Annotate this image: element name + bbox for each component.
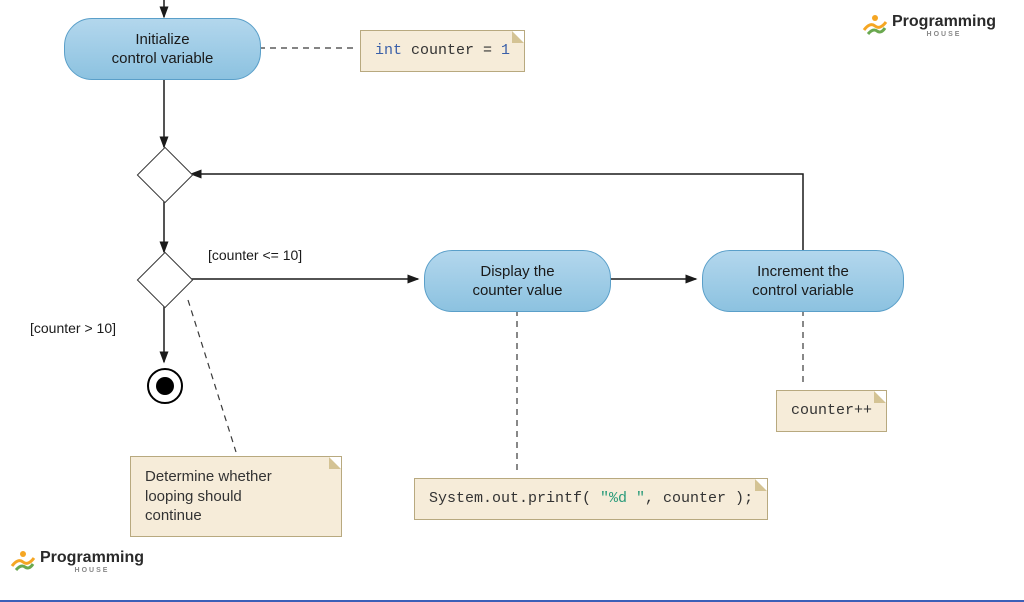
code-keyword: int [375, 42, 402, 59]
brand-subtitle: HOUSE [40, 567, 144, 574]
brand-logo-top: Programming HOUSE [862, 12, 996, 38]
code-text: , counter ); [645, 490, 753, 507]
brand-icon [10, 548, 36, 574]
node-increment: Increment the control variable [702, 250, 904, 312]
note-code-increment: counter++ [776, 390, 887, 432]
merge-diamond [137, 147, 194, 204]
edge-label-true: [counter <= 10] [208, 247, 302, 263]
node-text: control variable [752, 281, 854, 301]
edge-label-false: [counter > 10] [30, 320, 116, 336]
code-text: counter++ [791, 402, 872, 419]
node-text: Initialize [135, 30, 189, 50]
note-determine: Determine whether looping should continu… [130, 456, 342, 537]
node-display: Display the counter value [424, 250, 611, 312]
code-text: System.out.printf( [429, 490, 600, 507]
brand-subtitle: HOUSE [892, 31, 996, 38]
note-line: continue [145, 506, 327, 526]
final-node [147, 368, 183, 404]
note-line: Determine whether [145, 467, 327, 487]
node-text: Display the [480, 262, 554, 282]
note-code-init: int counter = 1 [360, 30, 525, 72]
node-text: control variable [112, 49, 214, 69]
note-code-print: System.out.printf( "%d ", counter ); [414, 478, 768, 520]
decision-diamond [137, 252, 194, 309]
brand-icon [862, 12, 888, 38]
final-node-fill [156, 377, 174, 395]
flowchart-canvas: Initialize control variable Display the … [0, 0, 1024, 602]
brand-name: Programming [40, 549, 144, 567]
node-text: Increment the [757, 262, 849, 282]
code-text: counter = [411, 42, 501, 59]
note-line: looping should [145, 487, 327, 507]
brand-name: Programming [892, 13, 996, 31]
node-text: counter value [472, 281, 562, 301]
node-initialize: Initialize control variable [64, 18, 261, 80]
code-value: 1 [501, 42, 510, 59]
code-string: "%d " [600, 490, 645, 507]
brand-logo-bottom: Programming HOUSE [10, 548, 144, 574]
